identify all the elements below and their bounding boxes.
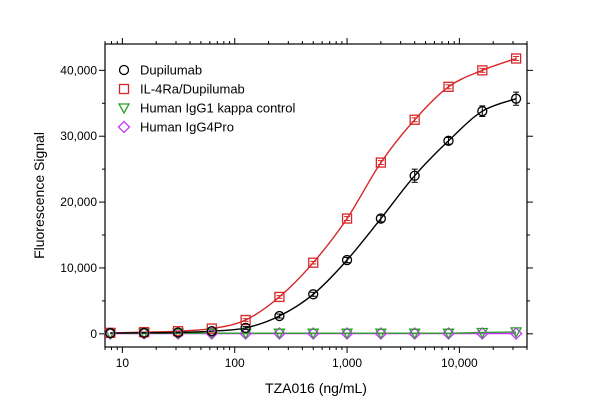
y-axis-title: Fluorescence Signal (31, 132, 47, 259)
point-dupilumab (138, 327, 150, 338)
y-tick-label: 10,000 (60, 261, 97, 275)
point-dupilumab (341, 254, 353, 266)
legend-label-il-4ra-dupilumab: IL-4Ra/Dupilumab (140, 82, 245, 97)
point-il-4ra-dupilumab (510, 53, 522, 64)
legend-label-dupilumab: Dupilumab (140, 63, 202, 78)
point-il-4ra-dupilumab (308, 257, 319, 268)
point-il-4ra-dupilumab (240, 314, 251, 326)
point-il-4ra-dupilumab (274, 291, 285, 303)
axes: 10 100 1,000 10,000 0 10,000 20,000 30,000 40,00… (60, 38, 533, 370)
point-dupilumab (172, 327, 184, 338)
point-il-4ra-dupilumab (375, 157, 387, 168)
legend-marker-human-igg1-kappa-control (117, 103, 131, 115)
point-dupilumab (409, 170, 420, 181)
x-tick-label: 100 (225, 356, 245, 370)
point-human-igg4pro (509, 327, 523, 340)
legend-marker-il-4ra-dupilumab (118, 83, 130, 95)
point-il-4ra-dupilumab (443, 81, 454, 92)
point-human-igg1-kappa-control (137, 328, 151, 340)
legend: Dupilumab IL-4Ra/Dupilumab Human IgG1 kapp… (117, 63, 295, 135)
x-axis-title: TZA016 (ng/mL) (265, 380, 367, 396)
point-dupilumab (510, 93, 522, 104)
point-human-igg1-kappa-control (510, 327, 523, 339)
legend-label-human-igg1-kappa-control: Human IgG1 kappa control (140, 101, 295, 116)
legend-label-human-igg4pro: Human IgG4Pro (140, 120, 234, 135)
y-tick-label: 40,000 (60, 63, 97, 77)
legend-marker-human-igg4pro (117, 120, 131, 134)
point-dupilumab (477, 106, 488, 117)
point-il-4ra-dupilumab (206, 323, 217, 334)
point-dupilumab (240, 322, 251, 334)
point-dupilumab (274, 310, 285, 322)
point-dupilumab (206, 326, 217, 337)
legend-marker-dupilumab (118, 64, 130, 76)
point-il-4ra-dupilumab (341, 213, 353, 224)
point-human-igg1-kappa-control (408, 328, 421, 340)
point-dupilumab (375, 213, 387, 224)
point-human-igg1-kappa-control (374, 328, 387, 340)
point-human-igg1-kappa-control (340, 328, 354, 340)
data-points (103, 53, 523, 340)
point-dupilumab (308, 289, 319, 300)
x-tick-label: 10 (116, 356, 130, 370)
point-human-igg1-kappa-control (307, 328, 320, 340)
plot-frame (104, 43, 528, 348)
y-tick-label: 0 (90, 327, 97, 341)
point-il-4ra-dupilumab (409, 114, 420, 125)
point-il-4ra-dupilumab (477, 65, 488, 76)
y-tick-label: 30,000 (60, 129, 97, 143)
x-tick-label: 1,000 (332, 356, 362, 370)
x-tick-label: 10,000 (441, 356, 478, 370)
point-dupilumab (443, 135, 454, 146)
point-human-igg1-kappa-control (476, 327, 489, 339)
y-tick-label: 20,000 (60, 195, 97, 209)
point-human-igg1-kappa-control (442, 328, 455, 340)
point-human-igg1-kappa-control (273, 328, 286, 340)
point-dupilumab (105, 328, 116, 339)
point-human-igg1-kappa-control (171, 328, 185, 340)
